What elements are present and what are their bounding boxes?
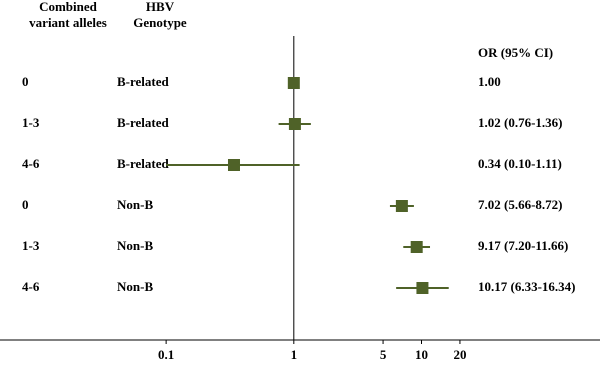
genotype-label: Non-B — [117, 279, 153, 294]
column-header: HBV — [146, 0, 175, 14]
allele-label: 0 — [22, 74, 29, 89]
allele-label: 0 — [22, 197, 29, 212]
value-label: 0.34 (0.10-1.11) — [478, 156, 562, 171]
column-header: Genotype — [133, 15, 187, 30]
genotype-label: B-related — [117, 156, 170, 171]
value-label: 7.02 (5.66-8.72) — [478, 197, 563, 212]
allele-label: 1-3 — [22, 238, 40, 253]
x-tick-label: 10 — [415, 347, 428, 362]
or-marker — [416, 282, 429, 294]
or-marker — [287, 77, 300, 89]
genotype-label: Non-B — [117, 238, 153, 253]
value-label: 1.00 — [478, 74, 501, 89]
allele-label: 1-3 — [22, 115, 40, 130]
column-header: Combined — [39, 0, 98, 14]
value-label: 9.17 (7.20-11.66) — [478, 238, 568, 253]
genotype-label: B-related — [117, 115, 170, 130]
x-tick-label: 0.1 — [158, 347, 174, 362]
value-label: 1.02 (0.76-1.36) — [478, 115, 563, 130]
genotype-label: Non-B — [117, 197, 153, 212]
value-label: 10.17 (6.33-16.34) — [478, 279, 576, 294]
column-header: OR (95% CI) — [478, 45, 553, 60]
column-header: variant alleles — [29, 15, 107, 30]
x-tick-label: 1 — [291, 347, 298, 362]
allele-label: 4-6 — [22, 156, 40, 171]
or-marker — [410, 241, 423, 253]
x-tick-label: 5 — [380, 347, 387, 362]
or-marker — [288, 118, 301, 130]
or-marker — [227, 159, 240, 171]
genotype-label: B-related — [117, 74, 170, 89]
or-marker — [395, 200, 408, 212]
allele-label: 4-6 — [22, 279, 40, 294]
x-tick-label: 20 — [453, 347, 466, 362]
